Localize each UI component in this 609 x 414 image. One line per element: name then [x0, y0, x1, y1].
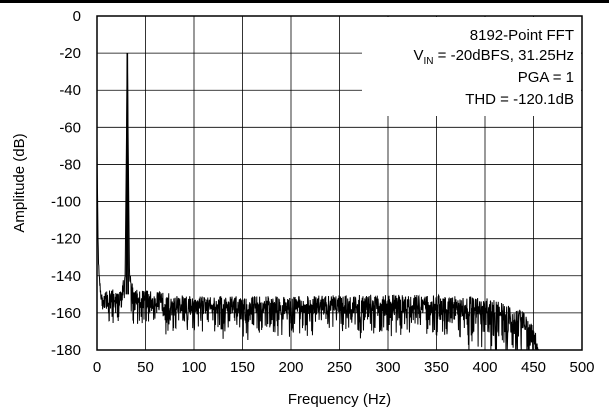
y-tick-label: -160 — [51, 305, 81, 322]
annotation-line-3: PGA = 1 — [518, 69, 574, 86]
y-tick-label: -40 — [59, 82, 81, 99]
annotation-box: 8192-Point FFT VIN = -20dBFS, 31.25Hz PG… — [413, 27, 574, 108]
y-tick-label: -60 — [59, 119, 81, 136]
x-tick-label: 200 — [278, 359, 303, 376]
x-tick-label: 400 — [472, 359, 497, 376]
y-tick-label: -140 — [51, 268, 81, 285]
y-axis-label: Amplitude (dB) — [11, 133, 28, 232]
x-tick-label: 50 — [137, 359, 154, 376]
plot-frame — [96, 15, 583, 351]
y-tick-label: -80 — [59, 156, 81, 173]
y-tick-label: -100 — [51, 194, 81, 211]
annotation-vin-subscript: IN — [424, 56, 434, 67]
annotation-line-1: 8192-Point FFT — [470, 27, 574, 44]
x-tick-label: 250 — [327, 359, 352, 376]
x-tick-label: 100 — [181, 359, 206, 376]
y-tick-label: -20 — [59, 45, 81, 62]
x-tick-label: 0 — [93, 359, 101, 376]
tick-labels: 0 50 100 150 200 250 300 350 400 450 500 0 -20 -40 -60… — [51, 8, 595, 376]
annotation-background — [362, 17, 581, 116]
annotation-line-4: THD = -120.1dB — [465, 91, 574, 108]
annotation-vin-prefix: V — [413, 47, 423, 64]
annotation-vin-rest: = -20dBFS, 31.25Hz — [434, 47, 575, 64]
x-axis-label: Frequency (Hz) — [288, 391, 391, 408]
x-tick-label: 350 — [424, 359, 449, 376]
x-tick-label: 300 — [375, 359, 400, 376]
y-tick-label: 0 — [73, 8, 81, 25]
top-border — [0, 0, 609, 3]
y-tick-label: -180 — [51, 342, 81, 359]
annotation-line-2: VIN = -20dBFS, 31.25Hz — [413, 47, 574, 67]
plot-area — [96, 17, 582, 351]
x-tick-label: 450 — [521, 359, 546, 376]
x-tick-label: 150 — [230, 359, 255, 376]
x-tick-label: 500 — [569, 359, 594, 376]
fft-trace — [96, 59, 582, 351]
y-tick-label: -120 — [51, 231, 81, 248]
fundamental-peak — [125, 53, 130, 295]
